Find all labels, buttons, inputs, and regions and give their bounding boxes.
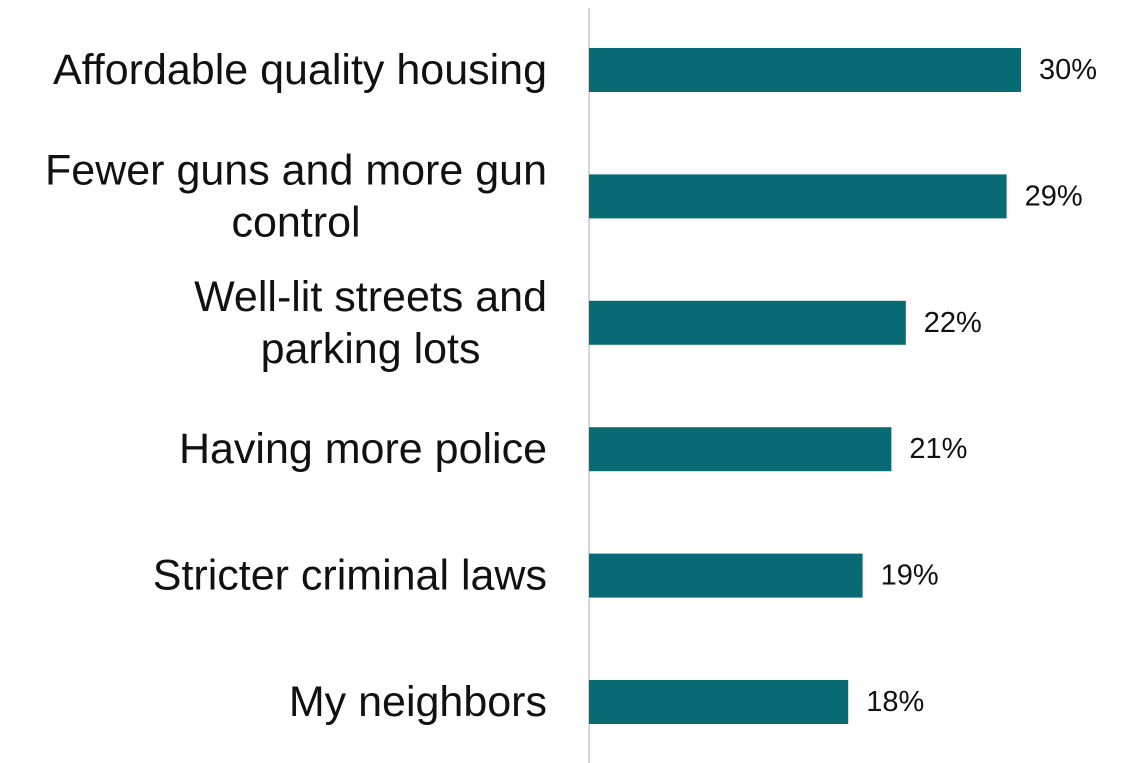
- value-label-3: 21%: [909, 433, 967, 465]
- bars-group: [589, 48, 1021, 724]
- category-label-1: Fewer guns and more gun control: [45, 146, 547, 246]
- category-label-line: Affordable quality housing: [53, 46, 547, 94]
- category-label-line: My neighbors: [289, 678, 547, 726]
- category-label-line: parking lots: [261, 325, 481, 373]
- value-label-0: 30%: [1039, 54, 1097, 86]
- bar-5: [589, 680, 849, 724]
- category-label-5: My neighbors: [289, 678, 547, 726]
- category-labels-group: Affordable quality housing Fewer guns and…: [45, 46, 547, 726]
- category-label-line: Having more police: [179, 425, 547, 473]
- bar-3: [589, 427, 892, 472]
- bar-2: [589, 300, 906, 345]
- category-label-line: Well-lit streets and: [194, 273, 547, 321]
- value-labels-group: 30% 29% 22% 21% 19% 18%: [866, 54, 1097, 718]
- category-label-line: Stricter criminal laws: [153, 552, 547, 600]
- category-label-3: Having more police: [179, 425, 547, 473]
- value-label-5: 18%: [866, 686, 924, 718]
- bar-0: [589, 48, 1021, 92]
- category-label-4: Stricter criminal laws: [153, 552, 547, 600]
- category-label-2: Well-lit streets and parking lots: [194, 273, 547, 373]
- value-label-1: 29%: [1025, 180, 1083, 212]
- bar-4: [589, 553, 863, 598]
- category-label-line: Fewer guns and more gun: [45, 146, 547, 194]
- value-label-4: 19%: [881, 560, 939, 592]
- category-label-line: control: [231, 198, 360, 246]
- category-label-0: Affordable quality housing: [53, 46, 547, 94]
- value-label-2: 22%: [924, 307, 982, 339]
- bar-1: [589, 174, 1007, 219]
